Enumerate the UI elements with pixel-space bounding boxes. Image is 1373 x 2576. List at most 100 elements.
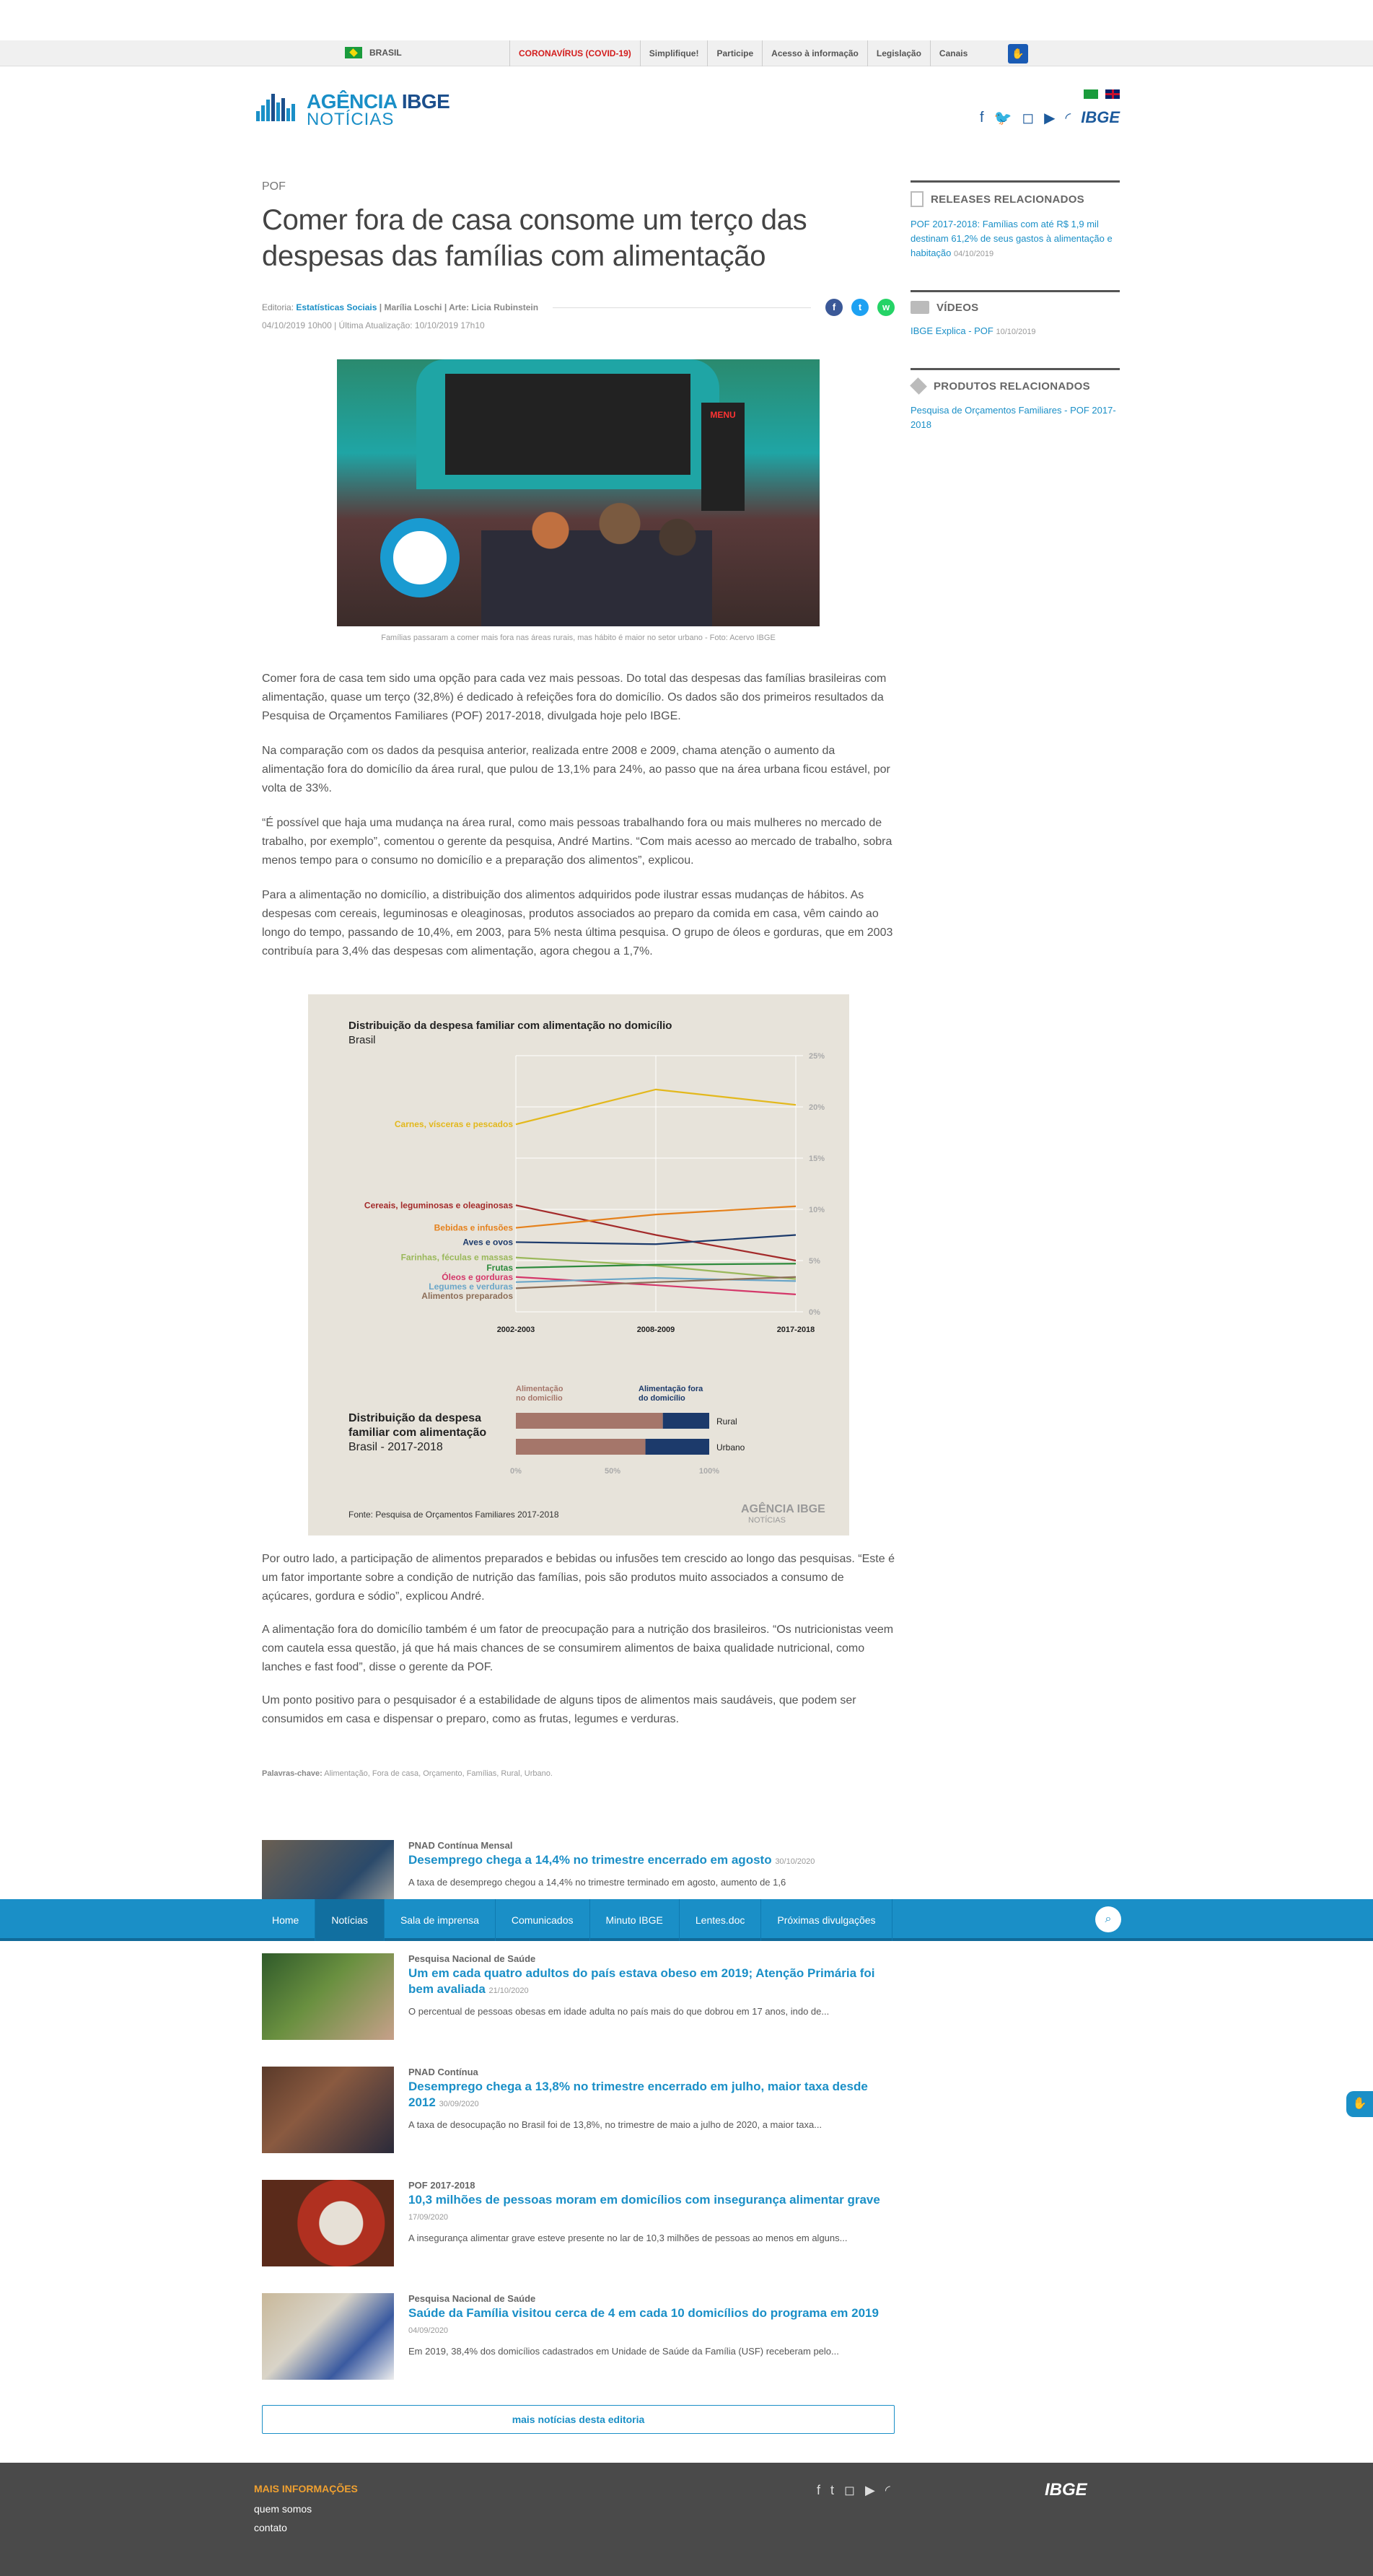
gov-bar: BRASIL CORONAVÍRUS (COVID-19) Simplifiqu… bbox=[0, 40, 1373, 66]
main-navbar: Home Notícias Sala de imprensa Comunicad… bbox=[0, 1899, 1373, 1941]
rss-icon[interactable]: ◜ bbox=[885, 2483, 890, 2497]
news-category: POF 2017-2018 bbox=[408, 2180, 475, 2191]
nav-minuto-ibge[interactable]: Minuto IBGE bbox=[590, 1899, 680, 1941]
header-socials: f 🐦 ◻ ▶ ◜ IBGE bbox=[980, 108, 1120, 127]
more-news-button[interactable]: mais notícias desta editoria bbox=[262, 2405, 895, 2434]
twitter-icon[interactable]: 🐦 bbox=[993, 110, 1012, 126]
accessibility-float-icon[interactable]: ✋ bbox=[1346, 2091, 1373, 2117]
lang-pt-flag-icon[interactable] bbox=[1084, 89, 1098, 99]
gov-links: CORONAVÍRUS (COVID-19) Simplifique! Part… bbox=[509, 40, 976, 66]
editoria-link[interactable]: Estatísticas Sociais bbox=[296, 302, 377, 312]
news-thumbnail[interactable] bbox=[262, 2293, 394, 2380]
logo-text-noticias: NOTÍCIAS bbox=[307, 110, 395, 129]
news-thumbnail[interactable] bbox=[262, 2067, 394, 2153]
news-excerpt: A insegurança alimentar grave esteve pre… bbox=[408, 2233, 848, 2243]
release-link[interactable]: POF 2017-2018: Famílias com até R$ 1,9 m… bbox=[911, 219, 1113, 258]
gov-link-simplifique[interactable]: Simplifique! bbox=[639, 40, 708, 66]
series-label: Alimentos preparados bbox=[421, 1291, 513, 1301]
gov-link-canais[interactable]: Canais bbox=[929, 40, 976, 66]
news-title[interactable]: Desemprego chega a 13,8% no trimestre en… bbox=[408, 2080, 868, 2109]
news-item[interactable]: Pesquisa Nacional de Saúde Saúde da Famí… bbox=[262, 2293, 895, 2406]
twitter-icon[interactable]: t bbox=[830, 2483, 835, 2497]
legend-out-line2: do domicílio bbox=[639, 1394, 685, 1403]
nav-noticias[interactable]: Notícias bbox=[315, 1899, 385, 1941]
news-item[interactable]: Pesquisa Nacional de Saúde Um em cada qu… bbox=[262, 1953, 895, 2067]
share-facebook-icon[interactable]: f bbox=[825, 299, 843, 316]
chart2-title-line1: Distribuição da despesa bbox=[348, 1412, 481, 1424]
gov-link-participe[interactable]: Participe bbox=[707, 40, 762, 66]
product-link[interactable]: Pesquisa de Orçamentos Familiares - POF … bbox=[911, 405, 1116, 430]
share-twitter-icon[interactable]: t bbox=[851, 299, 869, 316]
bar-segment bbox=[645, 1439, 709, 1455]
news-title[interactable]: Saúde da Família visitou cerca de 4 em c… bbox=[408, 2306, 879, 2320]
document-icon bbox=[911, 191, 924, 207]
videos-title: VÍDEOS bbox=[936, 301, 979, 314]
news-thumbnail[interactable] bbox=[262, 1953, 394, 2040]
gov-link-acesso[interactable]: Acesso à informação bbox=[762, 40, 867, 66]
bar-segment bbox=[515, 1439, 646, 1455]
news-date: 30/10/2020 bbox=[775, 1857, 815, 1866]
youtube-icon[interactable]: ▶ bbox=[864, 2483, 875, 2497]
news-item[interactable]: PNAD Contínua Desemprego chega a 13,8% n… bbox=[262, 2067, 895, 2180]
facebook-icon[interactable]: f bbox=[979, 109, 984, 126]
logo-bars-icon bbox=[256, 92, 301, 128]
x-tick-label: 2008-2009 bbox=[636, 1326, 675, 1334]
news-excerpt: A taxa de desocupação no Brasil foi de 1… bbox=[408, 2119, 823, 2130]
chart1-subtitle: Brasil bbox=[348, 1034, 376, 1046]
series-label: Carnes, vísceras e pescados bbox=[394, 1119, 512, 1129]
news-date: 17/09/2020 bbox=[408, 2213, 449, 2222]
series-label: Legumes e verduras bbox=[429, 1282, 513, 1292]
series-label: Frutas bbox=[486, 1263, 513, 1273]
facebook-icon[interactable]: f bbox=[817, 2483, 821, 2497]
nav-lentes-doc[interactable]: Lentes.doc bbox=[680, 1899, 762, 1941]
youtube-icon[interactable]: ▶ bbox=[1044, 110, 1056, 126]
series-line bbox=[515, 1276, 796, 1289]
gov-link-legislacao[interactable]: Legislação bbox=[867, 40, 930, 66]
ibge-logo[interactable]: IBGE bbox=[1081, 108, 1120, 126]
news-excerpt: O percentual de pessoas obesas em idade … bbox=[408, 2006, 830, 2017]
news-thumbnail[interactable] bbox=[262, 2180, 394, 2266]
videos-block: VÍDEOS IBGE Explica - POF 10/10/2019 bbox=[911, 290, 1120, 339]
chart-brand-sub: NOTÍCIAS bbox=[748, 1515, 786, 1525]
nav-sala-imprensa[interactable]: Sala de imprensa bbox=[385, 1899, 496, 1941]
brasil-link[interactable]: BRASIL bbox=[345, 47, 402, 58]
keywords-list[interactable]: Alimentação, Fora de casa, Orçamento, Fa… bbox=[322, 1769, 553, 1778]
products-title: PRODUTOS RELACIONADOS bbox=[934, 380, 1090, 393]
chart-brand: AGÊNCIA IBGE bbox=[741, 1502, 825, 1515]
footer-link-contato[interactable]: contato bbox=[254, 2522, 287, 2533]
news-title[interactable]: Desemprego chega a 14,4% no trimestre en… bbox=[408, 1853, 772, 1867]
gov-link-covid[interactable]: CORONAVÍRUS (COVID-19) bbox=[509, 40, 640, 66]
agencia-ibge-logo[interactable]: AGÊNCIA IBGE NOTÍCIAS bbox=[256, 90, 450, 129]
nav-home[interactable]: Home bbox=[256, 1899, 316, 1941]
news-title[interactable]: 10,3 milhões de pessoas moram em domicíl… bbox=[408, 2193, 880, 2207]
series-line bbox=[515, 1088, 796, 1126]
share-buttons: f t w bbox=[825, 299, 895, 316]
accessibility-hand-icon[interactable]: ✋ bbox=[1008, 44, 1028, 63]
rss-icon[interactable]: ◜ bbox=[1065, 110, 1071, 126]
products-block: PRODUTOS RELACIONADOS Pesquisa de Orçame… bbox=[910, 368, 1120, 432]
series-line bbox=[515, 1205, 796, 1229]
paragraph: “É possível que haja uma mudança na área… bbox=[262, 817, 892, 867]
instagram-icon[interactable]: ◻ bbox=[1022, 110, 1035, 126]
search-icon[interactable]: ⌕ bbox=[1095, 1906, 1121, 1932]
nav-proximas-divulgacoes[interactable]: Próximas divulgações bbox=[761, 1899, 892, 1941]
sidebar: RELEASES RELACIONADOS POF 2017-2018: Fam… bbox=[910, 180, 1120, 461]
paragraph: Na comparação com os dados da pesquisa a… bbox=[262, 745, 890, 794]
bar-tick-label: 100% bbox=[698, 1467, 719, 1476]
paragraph: Um ponto positivo para o pesquisador é a… bbox=[262, 1694, 856, 1725]
footer-ibge-logo[interactable]: IBGE bbox=[1045, 2480, 1087, 2500]
share-whatsapp-icon[interactable]: w bbox=[877, 299, 895, 316]
nav-comunicados[interactable]: Comunicados bbox=[496, 1899, 590, 1941]
instagram-icon[interactable]: ◻ bbox=[844, 2483, 855, 2497]
footer-link-quem-somos[interactable]: quem somos bbox=[254, 2503, 312, 2515]
news-category: PNAD Contínua bbox=[408, 2067, 478, 2077]
news-item[interactable]: POF 2017-2018 10,3 milhões de pessoas mo… bbox=[262, 2180, 895, 2293]
news-title[interactable]: Um em cada quatro adultos do país estava… bbox=[408, 1966, 875, 1996]
x-tick-label: 2002-2003 bbox=[496, 1326, 535, 1334]
video-link[interactable]: IBGE Explica - POF bbox=[911, 325, 993, 336]
lang-en-flag-icon[interactable] bbox=[1105, 89, 1120, 99]
logo-text-ibge: IBGE bbox=[401, 90, 450, 113]
paragraph: Comer fora de casa tem sido uma opção pa… bbox=[262, 673, 887, 722]
series-line bbox=[515, 1277, 796, 1283]
news-category: Pesquisa Nacional de Saúde bbox=[408, 2293, 536, 2304]
